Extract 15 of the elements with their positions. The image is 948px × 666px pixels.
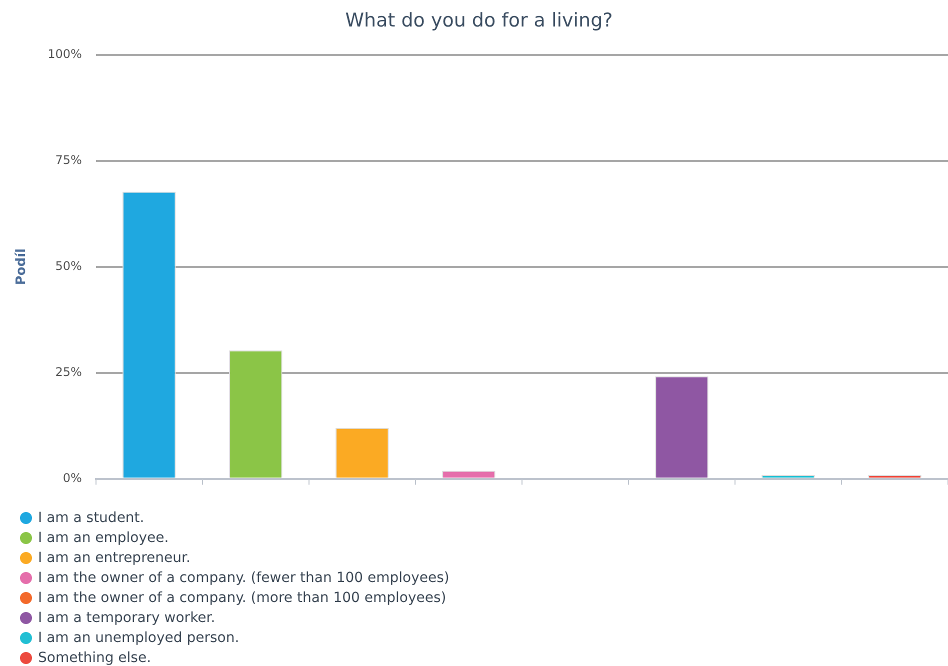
- legend-label: I am an entrepreneur.: [38, 550, 190, 566]
- y-tick-label: 0%: [62, 470, 82, 485]
- legend-label: I am a temporary worker.: [38, 610, 216, 626]
- legend-label: Something else.: [38, 650, 152, 666]
- chart-title: What do you do for a living?: [345, 9, 613, 32]
- y-tick-label: 100%: [48, 46, 82, 61]
- legend-label: I am the owner of a company. (fewer than 100 employees): [38, 570, 450, 586]
- y-tick-label: 75%: [55, 152, 82, 167]
- legend-label: I am the owner of a company. (more than 100 employees): [38, 590, 446, 606]
- legend-label: I am an unemployed person.: [38, 630, 240, 646]
- y-tick-label: 25%: [55, 364, 82, 379]
- y-tick-label: 50%: [55, 258, 82, 273]
- legend-label: I am a student.: [38, 510, 144, 526]
- y-axis-title: Podíl: [14, 248, 30, 286]
- legend-label: I am an employee.: [38, 530, 169, 546]
